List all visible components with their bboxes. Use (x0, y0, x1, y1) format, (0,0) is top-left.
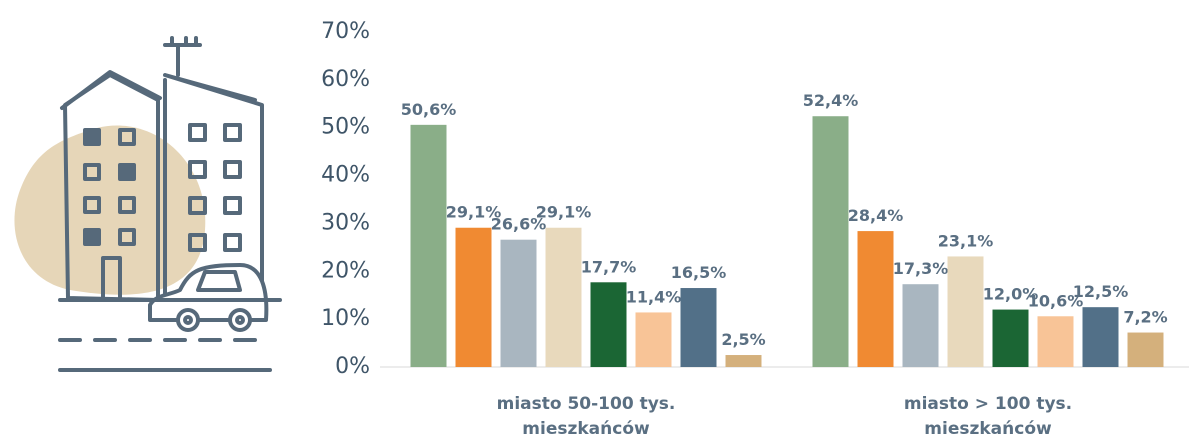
bar (1082, 307, 1119, 367)
y-tick-label: 10% (321, 306, 370, 331)
x-tick-label: miasto 50-100 tys. mieszkańców (496, 394, 676, 439)
value-label: 52,4% (803, 91, 859, 110)
value-label: 23,1% (938, 231, 994, 250)
bar (500, 239, 537, 367)
y-tick-label: 70% (321, 19, 370, 44)
value-label: 29,1% (536, 203, 592, 222)
value-label: 16,5% (671, 263, 727, 282)
value-label: 28,4% (848, 206, 904, 225)
bar (545, 227, 582, 367)
y-tick-label: 20% (321, 258, 370, 283)
value-label: 29,1% (446, 203, 502, 222)
bar (725, 355, 762, 367)
bar (947, 256, 984, 367)
bar (455, 227, 492, 367)
bar (812, 116, 849, 367)
x-tick-label: miasto > 100 tys. mieszkańców (903, 394, 1073, 439)
bar (1127, 332, 1164, 367)
bar (857, 231, 894, 367)
value-label: 7,2% (1123, 308, 1167, 327)
bar (902, 284, 939, 367)
value-label: 50,6% (401, 100, 457, 119)
y-tick-label: 60% (321, 67, 370, 92)
bar (410, 124, 447, 367)
value-label: 2,5% (721, 330, 765, 349)
y-tick-label: 30% (321, 210, 370, 235)
bar (635, 312, 672, 367)
value-label: 17,3% (893, 259, 949, 278)
y-tick-label: 0% (335, 354, 370, 379)
value-label: 12,0% (983, 285, 1039, 304)
value-label: 12,5% (1073, 282, 1129, 301)
value-label: 11,4% (626, 287, 682, 306)
y-tick-label: 50% (321, 115, 370, 140)
bar (680, 288, 717, 367)
value-label: 26,6% (491, 215, 547, 234)
value-label: 10,6% (1028, 291, 1084, 310)
bar (992, 309, 1029, 367)
value-label: 17,7% (581, 257, 637, 276)
bar (590, 282, 627, 367)
bar (1037, 316, 1074, 367)
illustration (14, 36, 282, 372)
y-tick-label: 40% (321, 163, 370, 188)
